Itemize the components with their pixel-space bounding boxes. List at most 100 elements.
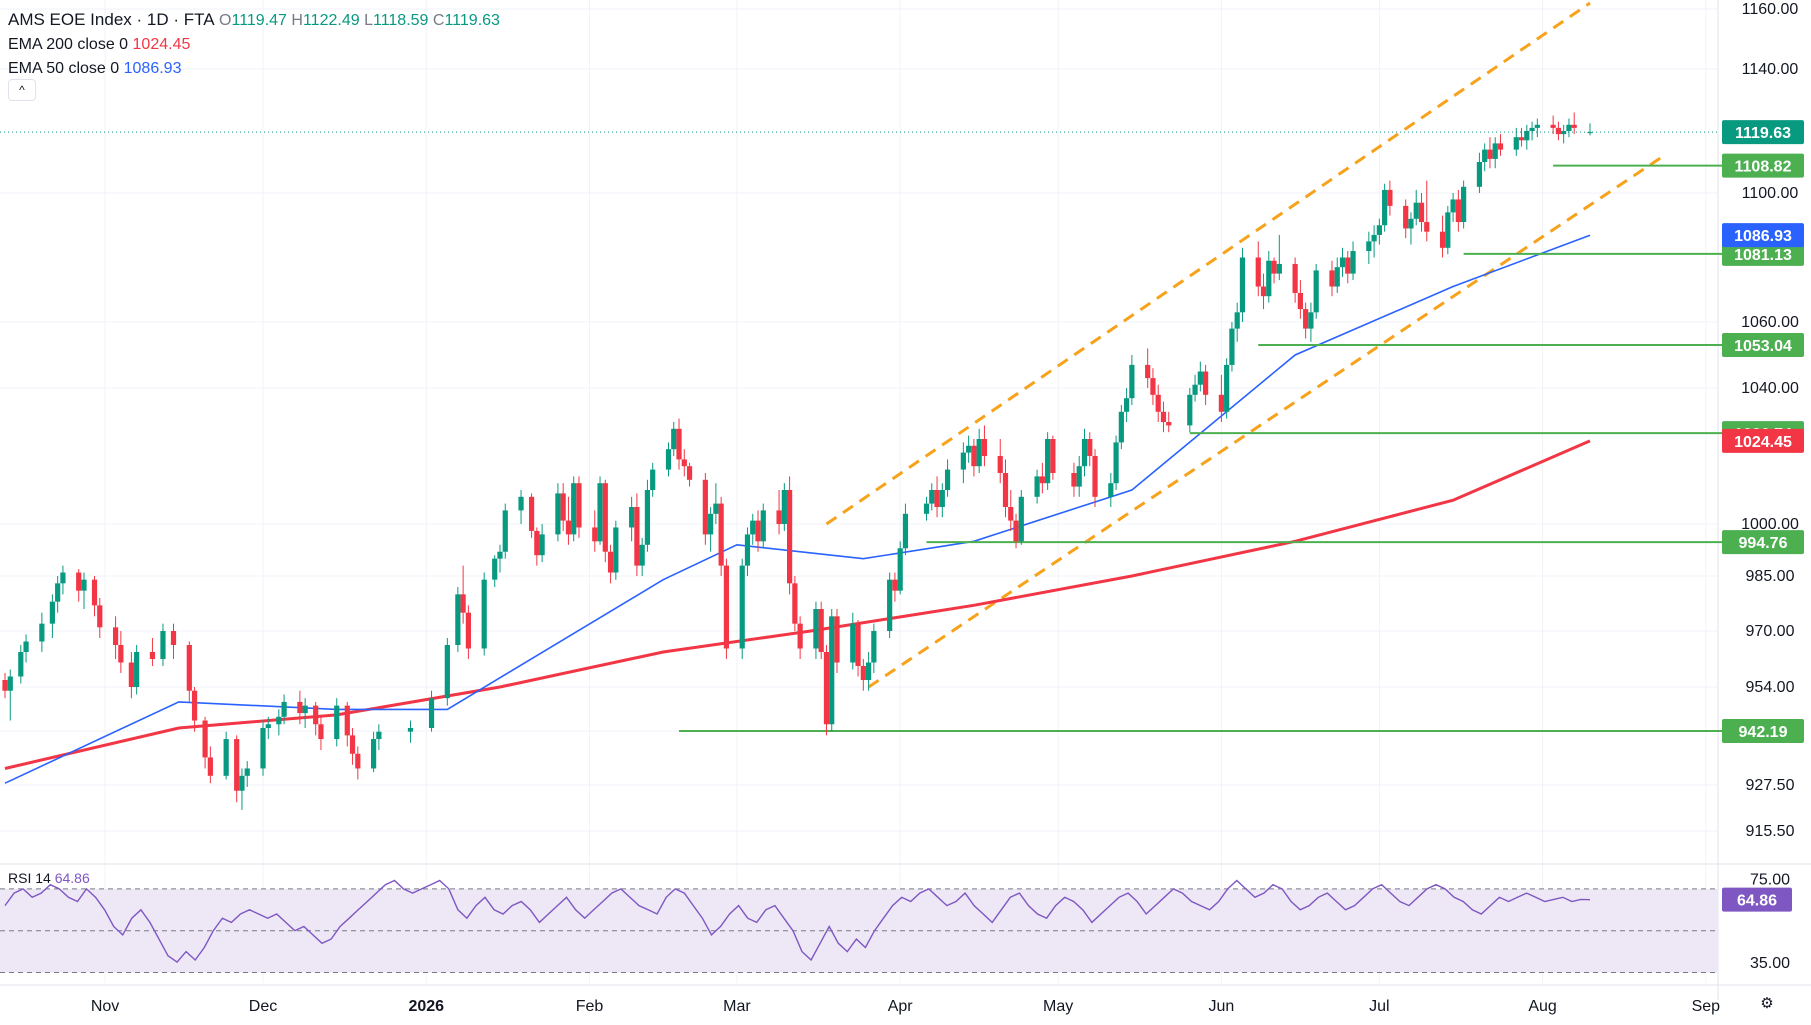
candle-body — [934, 490, 940, 507]
candle-body — [818, 609, 824, 652]
price-tick-label: 1100.00 — [1742, 185, 1799, 202]
candle-body — [1329, 270, 1335, 287]
support-price-label: 1053.04 — [1734, 338, 1792, 355]
candle-body — [1418, 202, 1425, 223]
candle-body — [1497, 143, 1504, 150]
candle-body — [1071, 473, 1077, 487]
candle-body — [128, 662, 134, 687]
candle-body — [744, 534, 751, 566]
candle-body — [960, 452, 966, 470]
candle-body — [755, 520, 761, 542]
candle-body — [1566, 124, 1572, 131]
candle-body — [134, 652, 140, 687]
gear-icon[interactable]: ⚙ — [1760, 995, 1774, 1012]
candle-body — [1150, 378, 1156, 395]
candle-body — [887, 579, 893, 631]
candle-body — [739, 565, 745, 649]
price-tick-label: 1160.00 — [1742, 1, 1799, 18]
candle-body — [1455, 199, 1461, 223]
price-tick-label: 970.00 — [1746, 623, 1795, 640]
candle-body — [149, 652, 156, 659]
candle-body — [1382, 189, 1388, 226]
rsi-legend-value: 64.86 — [54, 870, 90, 886]
support-price-label: 942.19 — [1739, 724, 1788, 741]
candle-body — [112, 627, 119, 645]
candle-body — [1371, 234, 1377, 242]
candle-body — [834, 616, 840, 663]
last-price-label: 1119.63 — [1735, 125, 1791, 142]
legend-title: AMS EOE Index · 1D · FTA — [8, 10, 215, 29]
candle-body — [444, 645, 450, 699]
legend-ema200-label: EMA 200 close 0 — [8, 36, 129, 53]
candle-body — [1087, 439, 1093, 456]
candle-body — [407, 727, 414, 732]
candle-body — [1513, 137, 1519, 150]
ema50-price-label: 1086.93 — [1734, 228, 1792, 245]
candle-body — [1350, 251, 1356, 274]
candle-body — [534, 530, 540, 556]
candle-body — [1271, 260, 1277, 274]
candle-body — [1387, 189, 1393, 206]
candle-body — [234, 739, 240, 791]
legend-high-label: H — [291, 12, 303, 29]
candle-body — [860, 666, 866, 680]
candle-body — [1413, 202, 1419, 219]
candle-body — [202, 720, 208, 758]
support-price-label-bg — [1722, 153, 1804, 178]
legend-open-value: 1119.47 — [231, 12, 287, 29]
candle-body — [1561, 131, 1567, 135]
candle-body — [260, 727, 266, 769]
candle-body — [1239, 257, 1246, 313]
candle-body — [186, 645, 192, 691]
candle-body — [1166, 422, 1172, 426]
candle-body — [1439, 231, 1446, 248]
chevron-up-icon[interactable]: ^ — [8, 79, 36, 101]
candle-body — [708, 513, 714, 535]
candle-body — [1145, 364, 1151, 379]
candle-body — [207, 757, 213, 776]
candle-body — [160, 631, 166, 659]
candle-body — [7, 676, 13, 691]
candle-body — [1408, 218, 1414, 229]
candle-body — [555, 493, 561, 535]
candle-body — [223, 739, 229, 776]
candle-body — [1034, 476, 1040, 497]
candle-body — [1524, 131, 1530, 141]
candle-body — [1129, 364, 1135, 399]
candle-body — [829, 616, 835, 725]
candle-body — [639, 544, 645, 566]
time-tick-label: 2026 — [408, 998, 444, 1015]
candle-body — [1092, 456, 1098, 497]
candle-body — [460, 594, 466, 613]
candle-body — [170, 631, 177, 645]
rsi-last-label: 64.86 — [1737, 893, 1777, 910]
candle-body — [1303, 309, 1309, 329]
candle-body — [576, 483, 582, 528]
candle-body — [1450, 199, 1456, 213]
ema200-price-label-bg — [1722, 428, 1804, 453]
candle-body — [1218, 394, 1224, 412]
time-tick-label: Nov — [91, 998, 119, 1015]
candle-body — [602, 483, 608, 552]
candle-body — [592, 527, 598, 542]
candle-body — [897, 548, 903, 591]
candle-body — [1260, 286, 1267, 297]
candle-body — [1550, 124, 1556, 128]
candle-body — [1160, 411, 1167, 422]
candle-body — [1529, 127, 1535, 131]
candle-body — [1018, 496, 1024, 542]
candle-body — [518, 496, 524, 511]
candle-body — [1555, 127, 1562, 135]
candle-body — [1197, 371, 1203, 385]
candle-body — [539, 534, 545, 556]
candle-body — [97, 605, 103, 628]
candle-body — [1255, 257, 1261, 287]
candle-body — [318, 724, 324, 740]
candle-body — [244, 768, 250, 776]
candle-body — [428, 698, 435, 728]
candle-body — [455, 594, 461, 645]
candle-body — [671, 428, 677, 450]
candle-body — [1482, 149, 1488, 162]
candle-body — [1492, 143, 1498, 159]
